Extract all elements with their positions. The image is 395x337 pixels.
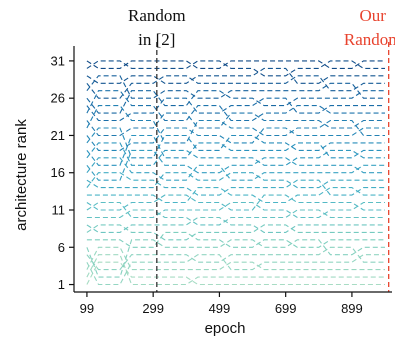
series-line-24 bbox=[86, 90, 385, 122]
x-tick-label: 699 bbox=[275, 301, 297, 316]
series-line-25 bbox=[86, 97, 385, 122]
x-tick-label: 299 bbox=[142, 301, 164, 316]
series-lines bbox=[86, 60, 385, 286]
axes bbox=[73, 46, 392, 293]
y-tick-label: 26 bbox=[51, 91, 65, 106]
series-line-26 bbox=[86, 90, 385, 114]
series-line-11 bbox=[86, 201, 385, 219]
annotation-text-2: Random bbox=[344, 30, 395, 49]
x-tick-label: 99 bbox=[80, 301, 94, 316]
y-tick-label: 16 bbox=[51, 165, 65, 180]
series-line-19 bbox=[86, 134, 385, 166]
series-line-29 bbox=[86, 67, 385, 84]
x-tick-label: 899 bbox=[341, 301, 363, 316]
series-line-30 bbox=[86, 60, 385, 77]
y-tick-label: 1 bbox=[58, 277, 65, 292]
series-line-16 bbox=[86, 157, 385, 181]
series-line-28 bbox=[86, 75, 385, 99]
y-tick-label: 31 bbox=[51, 53, 65, 68]
series-line-31 bbox=[86, 60, 385, 69]
series-line-4 bbox=[86, 254, 385, 286]
series-line-14 bbox=[86, 172, 385, 196]
series-line-3 bbox=[86, 246, 385, 271]
series-line-10 bbox=[86, 209, 385, 226]
x-ticks: 99 299 499 699 899 bbox=[80, 292, 363, 316]
y-tick-label: 11 bbox=[52, 203, 66, 218]
series-line-21 bbox=[86, 127, 385, 151]
series-line-9 bbox=[86, 216, 385, 233]
annotation-labels: Random in [2] Our Random bbox=[128, 6, 395, 49]
x-tick-label: 499 bbox=[209, 301, 231, 316]
annotation-text-1: in [2] bbox=[138, 30, 175, 49]
series-line-20 bbox=[86, 127, 385, 159]
series-line-12 bbox=[86, 194, 385, 211]
y-tick-label: 6 bbox=[58, 240, 65, 255]
y-axis-label: architecture rank bbox=[13, 119, 30, 231]
series-line-5 bbox=[86, 246, 385, 271]
series-line-1 bbox=[86, 261, 385, 286]
y-tick-label: 21 bbox=[51, 128, 65, 143]
series-line-6 bbox=[86, 239, 385, 278]
series-line-17 bbox=[86, 149, 385, 181]
series-line-2 bbox=[86, 254, 385, 286]
series-line-22 bbox=[86, 105, 385, 144]
series-line-8 bbox=[86, 224, 385, 241]
x-axis-label: epoch bbox=[205, 320, 246, 337]
series-line-23 bbox=[86, 112, 385, 137]
series-line-18 bbox=[86, 142, 385, 166]
annotation-lines bbox=[156, 42, 390, 292]
annotation-text-1: Random bbox=[128, 6, 186, 25]
series-line-27 bbox=[86, 75, 385, 99]
annotation-text-2: Our bbox=[359, 6, 386, 25]
series-line-13 bbox=[86, 187, 385, 204]
series-line-7 bbox=[86, 231, 385, 248]
